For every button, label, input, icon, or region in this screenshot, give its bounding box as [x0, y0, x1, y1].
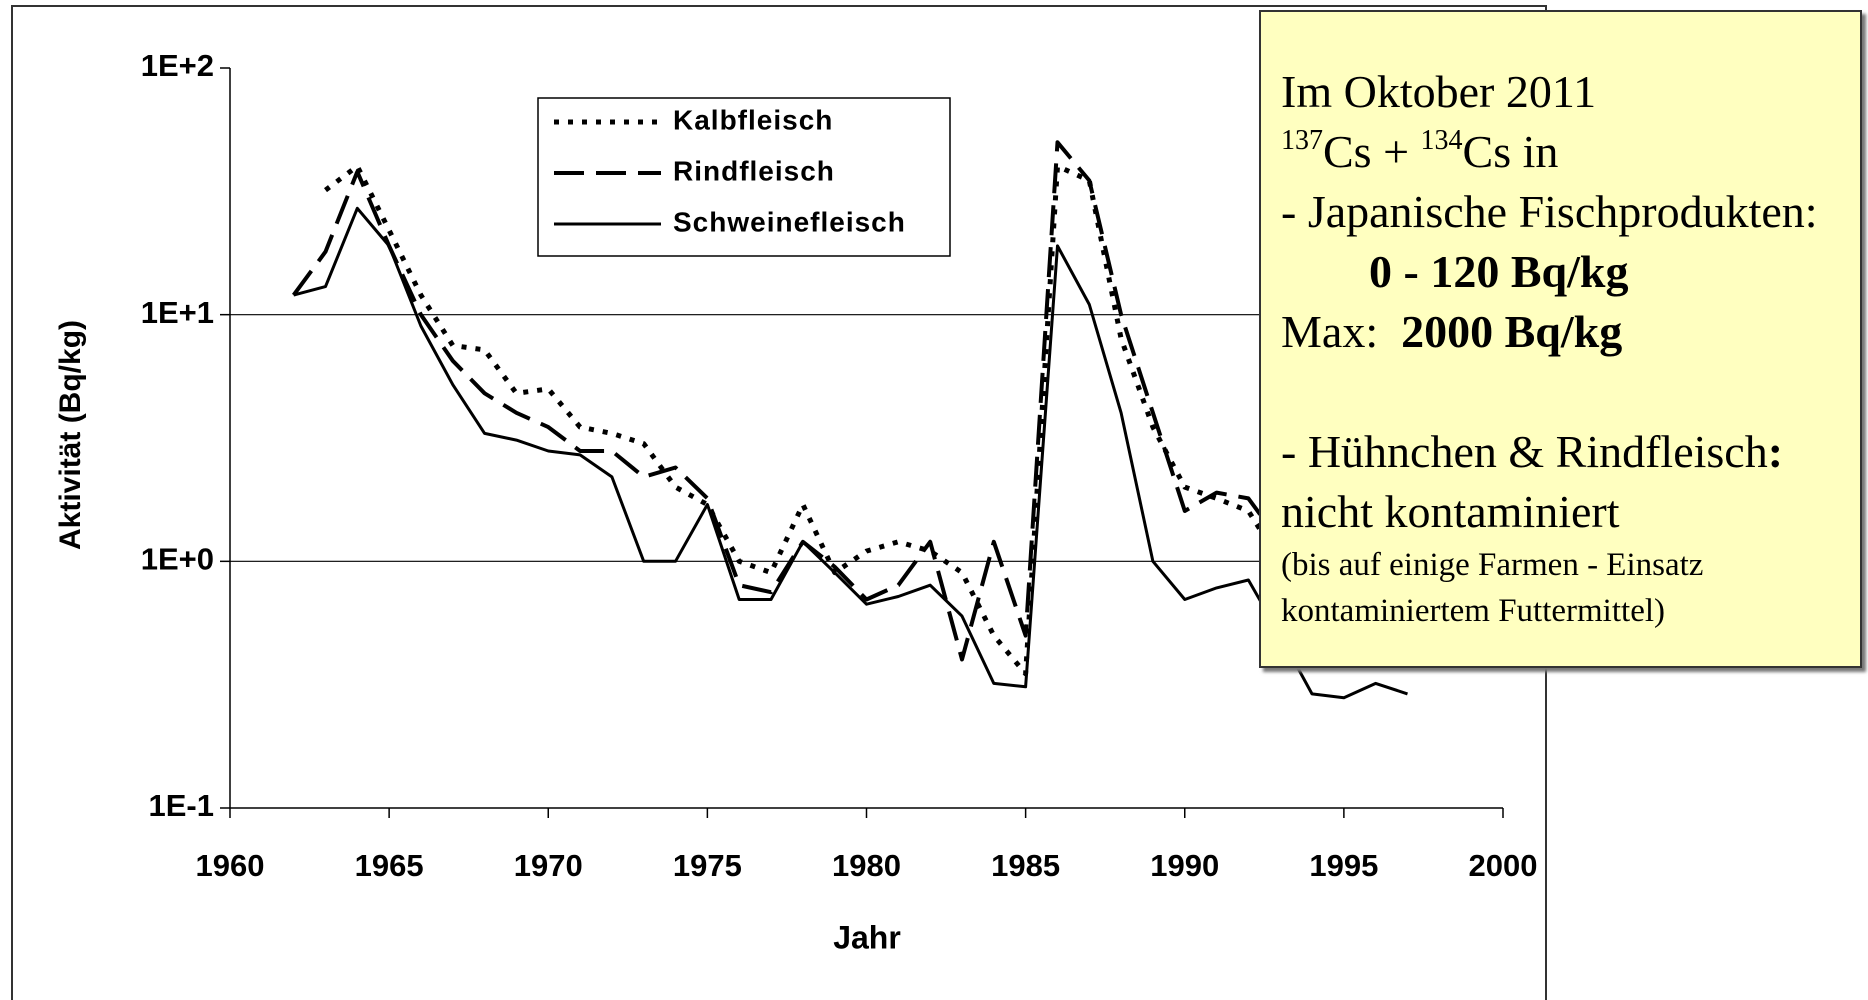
text: 2000 Bq/kg [1401, 306, 1623, 357]
annotation-box: Im Oktober 2011 137Cs + 134Cs in - Japan… [1259, 10, 1862, 668]
annotation-line: Max: 2000 Bq/kg [1281, 302, 1860, 362]
annotation-line: - Japanische Fischprodukten: [1281, 186, 1818, 237]
legend-label: Rindfleisch [673, 155, 835, 186]
series-line [293, 206, 1408, 700]
annotation-line: kontaminiertem Futtermittel) [1281, 593, 1665, 629]
x-tick-label: 2000 [1469, 848, 1538, 883]
x-tick-label: 1970 [514, 848, 583, 883]
x-tick-label: 1995 [1309, 848, 1378, 883]
text: Max: [1281, 306, 1379, 357]
legend [537, 97, 951, 257]
annotation-line: Im Oktober 2011 [1281, 66, 1597, 117]
x-tick-label: 1985 [991, 848, 1060, 883]
y-axis-label: Aktivität (Bq/kg) [54, 320, 87, 550]
text: Cs in [1462, 126, 1559, 177]
annotation-line: nicht kontaminiert [1281, 486, 1620, 537]
superscript: 137 [1281, 125, 1323, 156]
annotation-line: 137Cs + 134Cs in [1281, 122, 1860, 182]
series-line [291, 140, 1282, 662]
y-tick-label: 1E+1 [141, 295, 214, 330]
x-tick-label: 1990 [1150, 848, 1219, 883]
text: Cs + [1323, 126, 1421, 177]
x-axis-label: Jahr [833, 919, 901, 955]
text: : [1767, 426, 1784, 477]
annotation-line: (bis auf einige Farmen - Einsatz [1281, 547, 1704, 583]
x-tick-label: 1960 [196, 848, 265, 883]
spacer [1281, 362, 1860, 422]
x-tick-label: 1965 [355, 848, 424, 883]
legend-label: Schweinefleisch [673, 206, 906, 237]
superscript: 134 [1420, 125, 1463, 156]
y-tick-label: 1E+2 [141, 48, 214, 83]
text: - Hühnchen & Rindfleisch [1281, 426, 1768, 477]
y-tick-label: 1E+0 [141, 542, 214, 577]
annotation-line: 0 - 120 Bq/kg [1369, 246, 1629, 297]
annotation-line: - Hühnchen & Rindfleisch: [1281, 422, 1860, 482]
x-tick-label: 1980 [832, 848, 901, 883]
x-tick-label: 1975 [673, 848, 742, 883]
legend-label: Kalbfleisch [673, 104, 833, 135]
y-tick-label: 1E-1 [149, 788, 214, 823]
